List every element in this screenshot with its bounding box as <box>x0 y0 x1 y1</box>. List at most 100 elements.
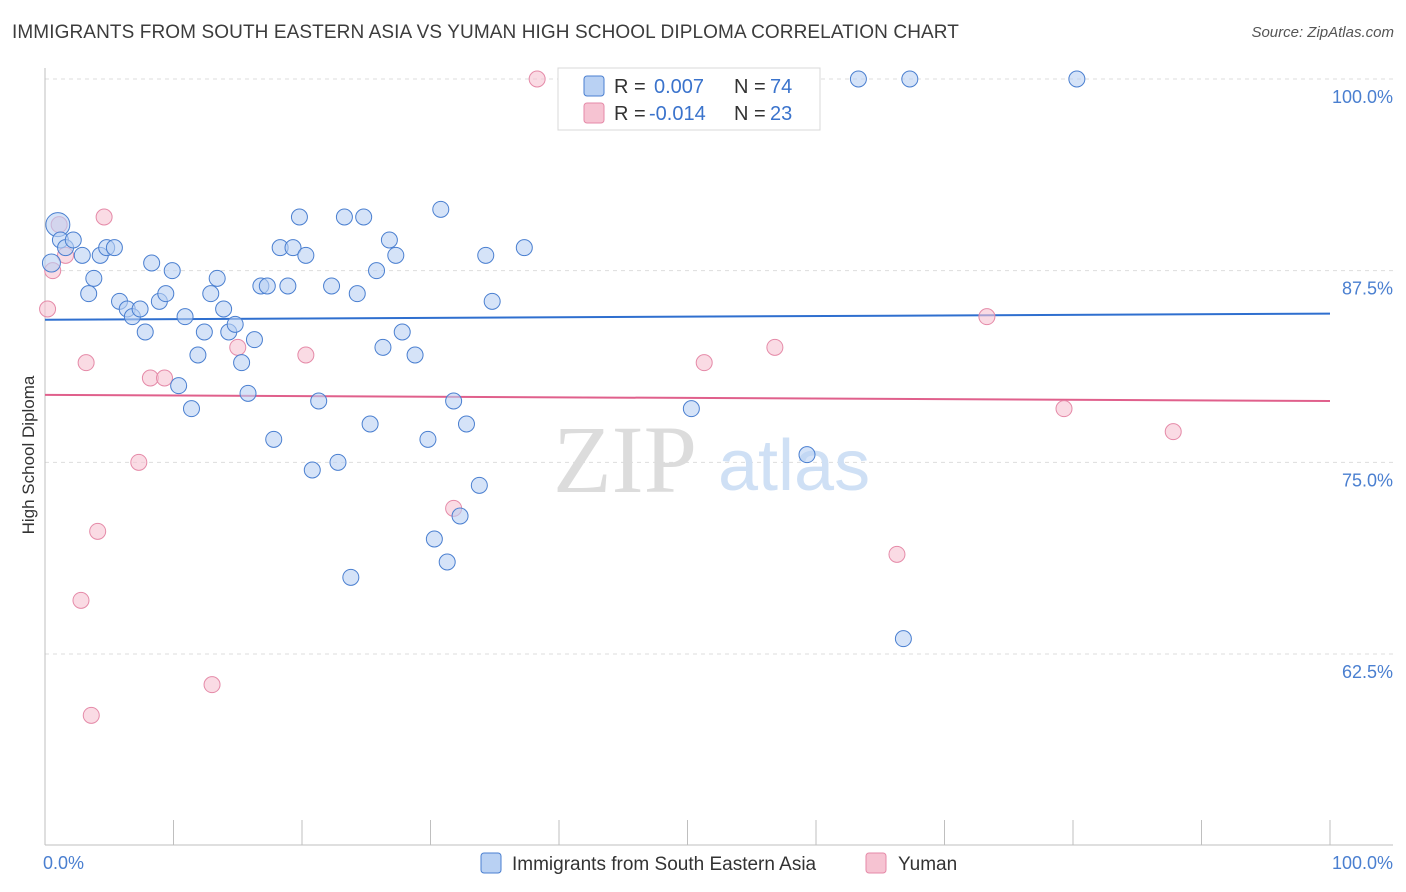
bottom-legend-swatch-pink <box>865 852 887 874</box>
point-immigrants-42 <box>323 277 341 295</box>
point-immigrants-53 <box>393 323 411 341</box>
point-yuman-12 <box>203 676 221 694</box>
point-immigrants-33 <box>258 277 276 295</box>
point-immigrants-5 <box>80 285 98 303</box>
point-immigrants-61 <box>457 415 475 433</box>
point-immigrants-54 <box>406 346 424 364</box>
y-tick-label-0: 100.0% <box>1332 87 1393 107</box>
point-immigrants-43 <box>329 453 347 471</box>
point-yuman-10 <box>141 369 159 387</box>
bottom-legend-label-immigrants: Immigrants from South Eastern Asia <box>512 854 817 875</box>
point-immigrants-21 <box>182 400 200 418</box>
point-immigrants-9 <box>105 239 123 257</box>
series-immigrants <box>41 70 1086 648</box>
point-yuman-8 <box>95 208 113 226</box>
y-tick-label-2: 75.0% <box>1342 470 1393 490</box>
point-immigrants-65 <box>515 239 533 257</box>
point-immigrants-6 <box>85 269 103 287</box>
point-immigrants-46 <box>348 285 366 303</box>
point-immigrants-60 <box>451 507 469 525</box>
point-yuman-21 <box>1055 400 1073 418</box>
point-immigrants-44 <box>335 208 353 226</box>
point-immigrants-29 <box>233 354 251 372</box>
trend-line-immigrants <box>44 312 1331 321</box>
trend-lines <box>44 312 1331 402</box>
bottom-legend-label-yuman: Yuman <box>898 854 957 875</box>
point-yuman-13 <box>229 338 247 356</box>
point-immigrants-31 <box>245 331 263 349</box>
x-tick-labels: 0.0% 100.0% <box>43 853 1393 873</box>
point-immigrants-68 <box>798 446 816 464</box>
trend-line-yuman <box>44 393 1331 402</box>
point-immigrants-22 <box>189 346 207 364</box>
point-immigrants-25 <box>208 269 226 287</box>
point-immigrants-18 <box>163 262 181 280</box>
y-tick-labels: 100.0% 87.5% 75.0% 62.5% <box>1332 87 1393 682</box>
point-yuman-7 <box>89 522 107 540</box>
legend-box: R = 0.007 N = 74 R = -0.014 N = 23 <box>557 67 821 131</box>
point-yuman-18 <box>766 338 784 356</box>
point-yuman-9 <box>130 453 148 471</box>
point-immigrants-70 <box>894 630 912 648</box>
point-immigrants-71 <box>901 70 919 88</box>
legend-r-label-1: R = <box>614 76 646 98</box>
point-immigrants-38 <box>290 208 308 226</box>
point-yuman-4 <box>72 591 90 609</box>
point-yuman-6 <box>82 706 100 724</box>
point-immigrants-41 <box>310 392 328 410</box>
point-immigrants-24 <box>202 285 220 303</box>
point-immigrants-56 <box>425 530 443 548</box>
legend-n-label-1: N = <box>734 76 766 98</box>
point-immigrants-3 <box>64 231 82 249</box>
point-immigrants-30 <box>239 384 257 402</box>
point-immigrants-15 <box>143 254 161 272</box>
legend-swatch-pink <box>583 102 605 124</box>
point-immigrants-64 <box>483 292 501 310</box>
point-immigrants-14 <box>136 323 154 341</box>
point-yuman-11 <box>156 369 174 387</box>
point-yuman-20 <box>978 308 996 326</box>
x-tick-label-1: 100.0% <box>1332 853 1393 873</box>
legend-r-value-2: -0.014 <box>649 103 706 125</box>
point-immigrants-37 <box>284 239 302 257</box>
x-tick-label-0: 0.0% <box>43 853 84 873</box>
point-immigrants-63 <box>477 246 495 264</box>
point-immigrants-4 <box>73 246 91 264</box>
bottom-legend-swatch-blue <box>480 852 502 874</box>
point-immigrants-36 <box>279 277 297 295</box>
point-immigrants-69 <box>849 70 867 88</box>
legend-n-value-2: 23 <box>770 103 792 125</box>
point-immigrants-49 <box>368 262 386 280</box>
point-immigrants-26 <box>215 300 233 318</box>
watermark-zip: ZIP <box>553 406 697 513</box>
y-tick-label-1: 87.5% <box>1342 279 1393 299</box>
axes <box>44 68 1393 846</box>
point-immigrants-47 <box>355 208 373 226</box>
point-immigrants-55 <box>419 430 437 448</box>
legend-swatch-blue <box>583 75 605 97</box>
point-immigrants-58 <box>438 553 456 571</box>
point-immigrants-28 <box>226 315 244 333</box>
point-immigrants-52 <box>387 246 405 264</box>
point-yuman-14 <box>297 346 315 364</box>
legend-r-value-1: 0.007 <box>654 76 704 98</box>
point-immigrants-67 <box>682 400 700 418</box>
legend-n-label-2: N = <box>734 103 766 125</box>
point-immigrants-73 <box>41 253 61 273</box>
point-immigrants-13 <box>131 300 149 318</box>
point-immigrants-34 <box>265 430 283 448</box>
y-tick-label-3: 62.5% <box>1342 662 1393 682</box>
point-yuman-0 <box>39 300 57 318</box>
point-immigrants-57 <box>432 200 450 218</box>
point-yuman-19 <box>888 545 906 563</box>
point-immigrants-50 <box>374 338 392 356</box>
point-yuman-16 <box>528 70 546 88</box>
point-immigrants-23 <box>195 323 213 341</box>
watermark-atlas: atlas <box>718 426 870 506</box>
point-yuman-17 <box>695 354 713 372</box>
point-immigrants-72 <box>1068 70 1086 88</box>
legend-n-value-1: 74 <box>770 76 792 98</box>
point-immigrants-19 <box>170 377 188 395</box>
point-immigrants-51 <box>380 231 398 249</box>
